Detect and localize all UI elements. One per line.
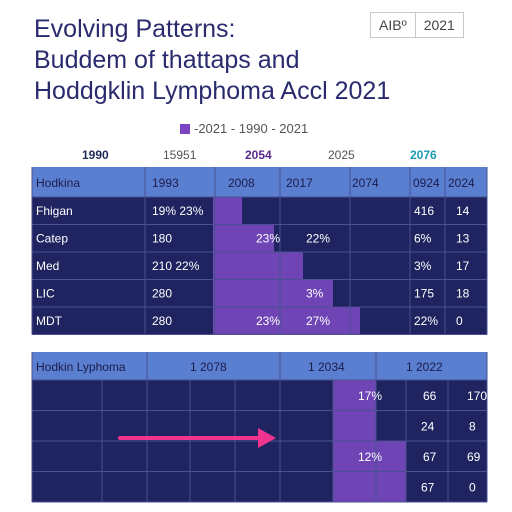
table2-cell: 67	[421, 481, 435, 495]
table1-cell: 14	[456, 204, 470, 218]
year-label: 1990	[82, 148, 109, 162]
table1-cell: 22%	[306, 232, 330, 246]
table1-header-cell: 2017	[286, 176, 313, 190]
table1-row-label: MDT	[36, 314, 63, 328]
table1-highlight-cell	[213, 197, 242, 225]
table2-header-cell: 1 2034	[308, 360, 345, 374]
table1-row-label: Catep	[36, 232, 68, 246]
table1-highlight-cell	[274, 307, 303, 335]
badge: AIBº 2021	[370, 12, 464, 38]
table1-cell: 185	[0, 287, 20, 301]
table1-header-cell: 2074	[352, 176, 379, 190]
table1-header-cell: 0924	[413, 176, 440, 190]
table1-cell: 23%	[256, 314, 280, 328]
table1-cell: 175	[414, 287, 434, 301]
table1-highlight-cell	[242, 307, 274, 335]
table1-row-label: Fhigan	[36, 204, 73, 218]
table1-header-cell: 2008	[228, 176, 255, 190]
table1-highlight-cell	[333, 307, 360, 335]
table1-cell: 27%	[306, 314, 330, 328]
table2-cell: 12%	[358, 450, 382, 464]
table2-cell: 24	[421, 420, 435, 434]
table2-cell: 66	[423, 389, 437, 403]
table1-header-bg	[32, 167, 487, 197]
title-line-3: Hoddgklin Lymphoma Accl 2021	[34, 77, 391, 105]
table1-cell: 416	[414, 204, 434, 218]
table2-cell: 17%	[358, 389, 382, 403]
table1-cell: 180	[152, 232, 172, 246]
table1-highlight-cell	[242, 252, 274, 280]
table1-cell: 0	[456, 314, 463, 328]
table1-header-cell: Hodkina	[36, 176, 80, 190]
table2-cell: 69	[467, 450, 481, 464]
table1-highlight-cell	[213, 307, 242, 335]
chart-title: Evolving Patterns: Buddem of thattaps an…	[34, 14, 474, 107]
year-label: 2054	[245, 148, 272, 162]
table1-highlight-cell	[242, 279, 274, 307]
table2-header-cell: 1 2022	[406, 360, 443, 374]
legend-text: -2021 - 1990 - 2021	[194, 121, 309, 136]
table1-header-cell: 2024	[448, 176, 475, 190]
table1-cell: 190	[0, 232, 20, 246]
table2-cell: 8	[469, 420, 476, 434]
table1-highlight-cell	[303, 307, 333, 335]
table1-row-label: LIC	[36, 287, 55, 301]
table2-cell: 170	[467, 389, 487, 403]
table2-header-cell: 1 2078	[190, 360, 227, 374]
table1-cell: 22%	[414, 314, 438, 328]
year-label: 2025	[328, 148, 355, 162]
table1-cell: 280	[152, 314, 172, 328]
table1-highlight-cell	[213, 224, 242, 252]
table1-cell: 23%	[256, 232, 280, 246]
table2-header-cell: Hodkin Lyphoma	[36, 360, 126, 374]
title-line-2: Buddem of thattaps and	[34, 46, 300, 74]
table1-cell: 280	[152, 287, 172, 301]
table1-cell: 3%	[306, 287, 324, 301]
legend: -2021 - 1990 - 2021	[180, 121, 308, 136]
title-line-1: Evolving Patterns:	[34, 15, 236, 43]
table1-highlight-cell	[274, 252, 303, 280]
table1-cell: 18	[456, 287, 470, 301]
table1-highlight-cell	[213, 252, 242, 280]
table1-cell: 19% 23%	[152, 204, 204, 218]
table2-header-bg	[32, 352, 487, 380]
table1-cell: 17	[456, 259, 470, 273]
badge-left: AIBº	[379, 17, 407, 33]
year-label: 15951	[163, 148, 197, 162]
legend-swatch	[180, 123, 190, 134]
table1-highlight-cell	[242, 224, 274, 252]
arrow-head	[258, 428, 276, 448]
year-label-row: 1990 15951 2054 2025 2076	[0, 148, 512, 164]
table1-cell: 10%	[0, 314, 24, 328]
table1-cell: 13	[456, 232, 470, 246]
table1-cell: 196	[0, 204, 20, 218]
table1-cell: 6%	[414, 232, 432, 246]
table1-cell: 3%	[414, 259, 432, 273]
table1-cell: 116	[0, 259, 19, 273]
year-label: 2076	[410, 148, 437, 162]
table1-highlight-cell	[303, 279, 333, 307]
table2-cell: 0	[469, 481, 476, 495]
table1-header-cell: 1993	[152, 176, 179, 190]
table1-row-label: Med	[36, 259, 59, 273]
table1-highlight-cell	[213, 279, 242, 307]
table1-cell: 210 22%	[152, 259, 200, 273]
table1-highlight-cell	[274, 279, 303, 307]
badge-right: 2021	[414, 13, 463, 37]
table2-cell: 67	[423, 450, 437, 464]
